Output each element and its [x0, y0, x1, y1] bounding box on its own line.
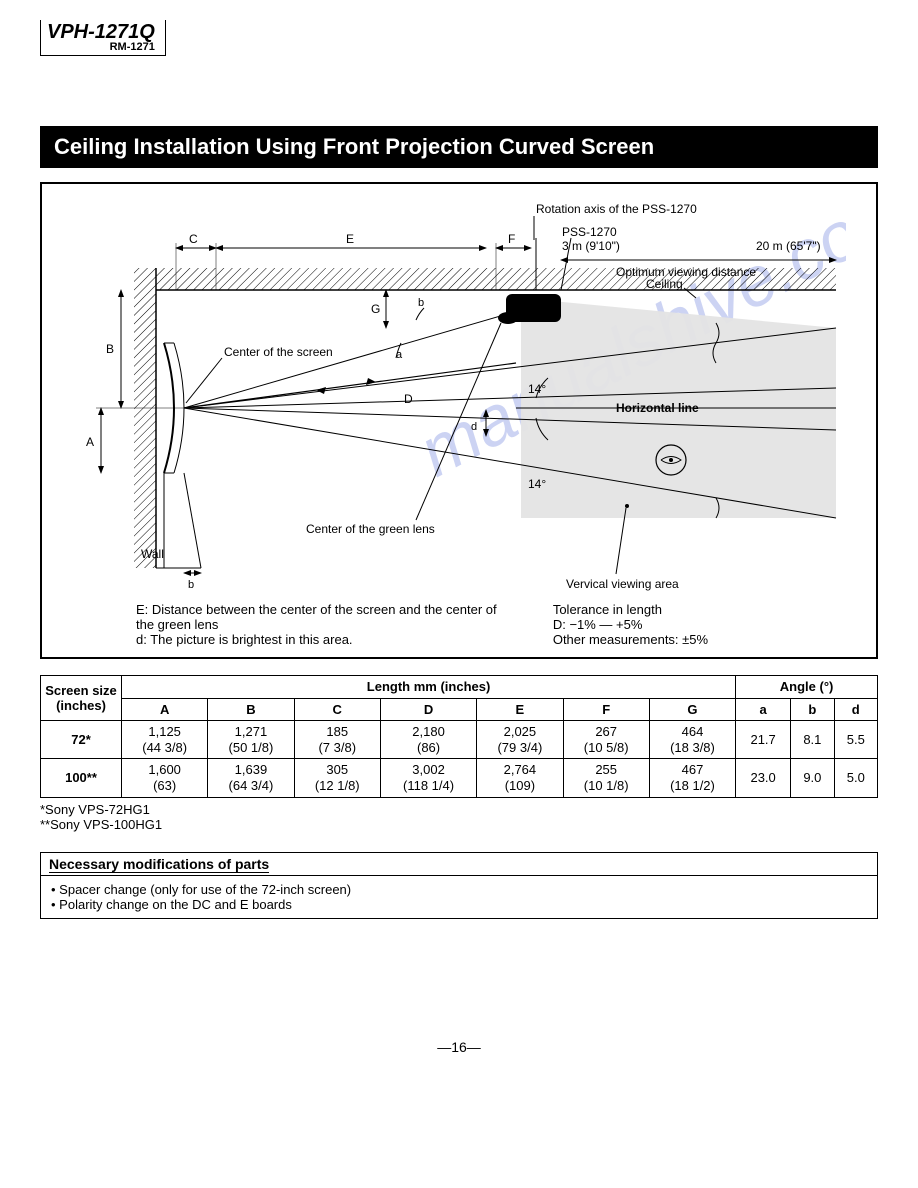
dimensions-table: Screen size (inches) Length mm (inches) …	[40, 675, 878, 798]
cell-ang: 5.5	[834, 721, 877, 759]
cell-len: 1,271(50 1/8)	[208, 721, 294, 759]
wall-hatch	[134, 268, 156, 568]
th-length: Length mm (inches)	[122, 676, 736, 699]
mod-item-1: Spacer change (only for use of the 72-in…	[51, 882, 867, 897]
th-D: D	[380, 698, 476, 721]
label-ceiling: Ceiling	[646, 277, 683, 291]
caption-d: d: The picture is brightest in this area…	[136, 632, 513, 647]
cell-ang: 5.0	[834, 759, 877, 797]
dim-d: d	[471, 421, 477, 433]
footnotes: *Sony VPS-72HG1 **Sony VPS-100HG1	[40, 802, 878, 832]
dim-C: C	[189, 232, 198, 246]
caption-E: E: Distance between the center of the sc…	[136, 602, 513, 632]
cell-len: 1,125(44 3/8)	[122, 721, 208, 759]
th-b: b	[791, 698, 834, 721]
cell-size: 72*	[41, 721, 122, 759]
th-B: B	[208, 698, 294, 721]
th-G: G	[649, 698, 735, 721]
label-dist-far: 20 m (65'7")	[756, 239, 821, 253]
cell-len: 467(18 1/2)	[649, 759, 735, 797]
cell-len: 3,002(118 1/4)	[380, 759, 476, 797]
cell-len: 267(10 5/8)	[563, 721, 649, 759]
label-horizontal: Horizontal line	[616, 401, 699, 415]
model-main: VPH-1271Q	[47, 22, 155, 42]
label-center-lens: Center of the green lens	[306, 522, 435, 536]
diagram-frame: manualshive.com	[40, 182, 878, 659]
cell-len: 305(12 1/8)	[294, 759, 380, 797]
label-dist-near: 3 m (9'10")	[562, 239, 620, 253]
th-d: d	[834, 698, 877, 721]
cell-ang: 9.0	[791, 759, 834, 797]
dim-A: A	[86, 435, 94, 449]
diagram-captions: E: Distance between the center of the sc…	[56, 598, 862, 647]
caption-tol-title: Tolerance in length	[553, 602, 822, 617]
modifications-header: Necessary modifications of parts	[41, 853, 877, 876]
cell-ang: 21.7	[736, 721, 791, 759]
dim-b-top: b	[418, 297, 424, 309]
modifications-box: Necessary modifications of parts Spacer …	[40, 852, 878, 919]
label-center-screen: Center of the screen	[224, 345, 333, 359]
cell-ang: 8.1	[791, 721, 834, 759]
dim-F: F	[508, 232, 515, 246]
dim-D: D	[404, 392, 413, 406]
caption-tol-other: Other measurements: ±5%	[553, 632, 822, 647]
th-screen: Screen size (inches)	[41, 676, 122, 721]
angle-14-bot: 14°	[528, 477, 546, 491]
angle-14-top: 14°	[528, 382, 546, 396]
cell-ang: 23.0	[736, 759, 791, 797]
dim-B: B	[106, 342, 114, 356]
label-optimum: Optimum viewing distance	[616, 265, 756, 279]
cell-len: 464(18 3/8)	[649, 721, 735, 759]
model-sub: RM-1271	[47, 42, 155, 53]
th-angle: Angle (°)	[736, 676, 878, 699]
cell-len: 2,025(79 3/4)	[477, 721, 563, 759]
projector-icon	[498, 294, 561, 324]
th-E: E	[477, 698, 563, 721]
label-rotation-axis: Rotation axis of the PSS-1270	[536, 202, 697, 216]
dim-E: E	[346, 232, 354, 246]
modifications-body: Spacer change (only for use of the 72-in…	[41, 876, 877, 918]
page-number: —16—	[40, 1039, 878, 1055]
cell-len: 255(10 1/8)	[563, 759, 649, 797]
cell-len: 1,639(64 3/4)	[208, 759, 294, 797]
dim-b-bottom: b	[188, 579, 194, 591]
installation-diagram: manualshive.com	[56, 198, 846, 598]
mod-item-2: Polarity change on the DC and E boards	[51, 897, 867, 912]
th-C: C	[294, 698, 380, 721]
cell-len: 2,180(86)	[380, 721, 476, 759]
footnote-2: **Sony VPS-100HG1	[40, 817, 878, 832]
table-row: 100**1,600(63)1,639(64 3/4)305(12 1/8)3,…	[41, 759, 878, 797]
label-wall: Wall	[141, 547, 164, 561]
th-F: F	[563, 698, 649, 721]
cell-size: 100**	[41, 759, 122, 797]
table-body: 72*1,125(44 3/8)1,271(50 1/8)185(7 3/8)2…	[41, 721, 878, 797]
section-title: Ceiling Installation Using Front Project…	[40, 126, 878, 168]
table-row: 72*1,125(44 3/8)1,271(50 1/8)185(7 3/8)2…	[41, 721, 878, 759]
caption-tol-D: D: −1% — +5%	[553, 617, 822, 632]
subheader-row: A B C D E F G a b d	[41, 698, 878, 721]
cell-len: 1,600(63)	[122, 759, 208, 797]
dim-a: a	[396, 349, 403, 361]
label-vertical-area: Vervical viewing area	[566, 577, 679, 591]
label-pss: PSS-1270	[562, 225, 617, 239]
th-A: A	[122, 698, 208, 721]
footnote-1: *Sony VPS-72HG1	[40, 802, 878, 817]
dim-G: G	[371, 302, 380, 316]
model-box: VPH-1271Q RM-1271	[40, 20, 166, 56]
cell-len: 185(7 3/8)	[294, 721, 380, 759]
th-a: a	[736, 698, 791, 721]
cell-len: 2,764(109)	[477, 759, 563, 797]
